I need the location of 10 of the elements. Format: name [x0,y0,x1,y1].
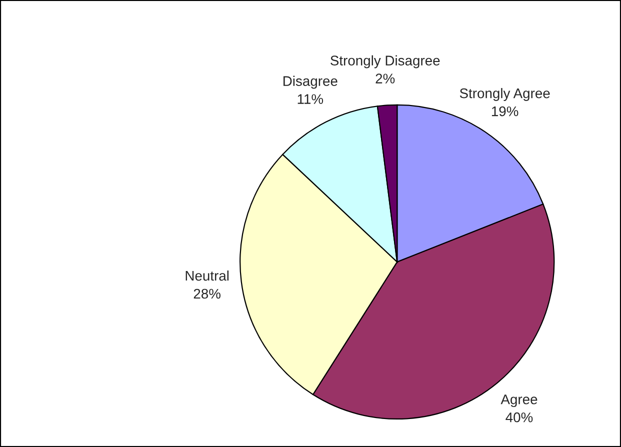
data-label: 40% [506,412,533,422]
slice-label: Strongly Agree [460,88,550,101]
slice-label: Neutral [186,270,229,281]
slice-label: Strongly Disagree [330,55,440,68]
slice-label: Agree [500,394,538,408]
slice-label: Disagree [284,76,338,89]
data-label: 11% [298,94,324,104]
data-label: 19% [492,106,518,116]
data-label: 2% [376,74,395,84]
data-label: 28% [194,288,220,299]
